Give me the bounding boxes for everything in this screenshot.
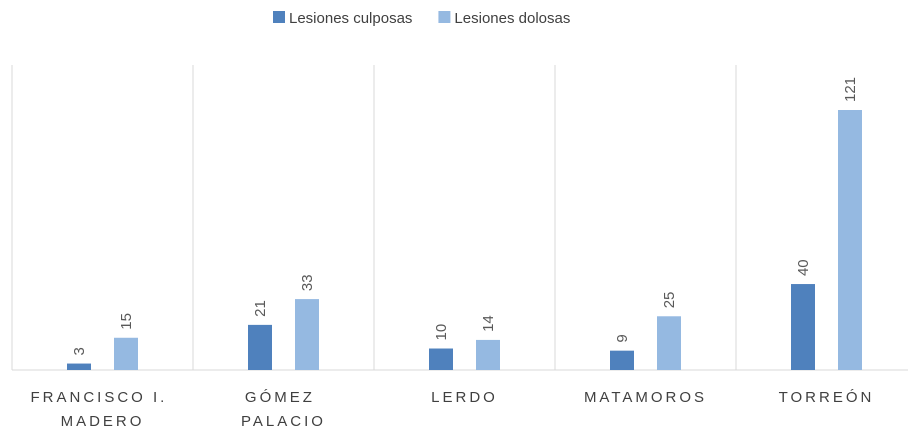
bar	[838, 110, 862, 370]
bar	[67, 363, 91, 370]
data-label: 9	[614, 334, 631, 342]
bar	[429, 348, 453, 370]
data-label: 21	[252, 300, 269, 317]
legend-swatch	[273, 11, 285, 23]
x-tick-label: LERDO	[431, 389, 498, 406]
bar	[610, 350, 634, 370]
legend-label: Lesiones culposas	[289, 10, 412, 27]
x-tick-label: MATAMOROS	[584, 389, 707, 406]
bar	[248, 324, 272, 370]
bar	[791, 284, 815, 370]
data-label: 40	[795, 259, 812, 276]
data-label: 14	[480, 315, 497, 332]
legend-label: Lesiones dolosas	[454, 10, 570, 27]
data-label: 3	[71, 347, 88, 355]
bar	[295, 299, 319, 370]
data-label: 25	[661, 292, 678, 309]
legend-swatch	[438, 11, 451, 23]
data-label: 33	[299, 274, 316, 291]
x-tick-label: GÓMEZ PALACIO	[241, 389, 326, 430]
x-tick-label: TORREÓN	[779, 389, 875, 406]
data-label: 10	[433, 324, 450, 341]
x-tick-label: FRANCISCO I. MADERO	[30, 389, 174, 430]
bar	[657, 316, 681, 370]
bar	[114, 337, 138, 370]
data-label: 121	[842, 77, 859, 102]
bar	[476, 339, 500, 370]
data-label: 15	[118, 313, 135, 330]
